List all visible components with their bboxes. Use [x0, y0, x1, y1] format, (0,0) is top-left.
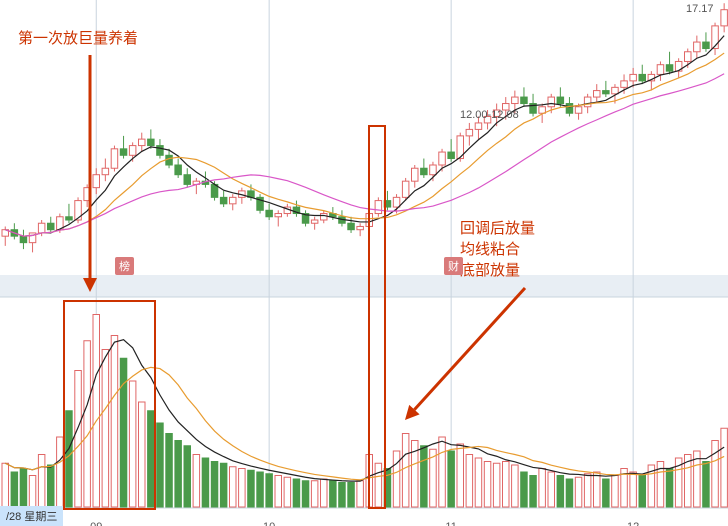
- arrow-arrow1: [83, 55, 97, 292]
- x-tick-label: 12: [627, 521, 639, 526]
- annotation-ann1: 第一次放巨量养着: [18, 28, 138, 49]
- x-tick-label: 10: [263, 521, 275, 526]
- chart-canvas: [0, 0, 728, 526]
- x-tick-label: 09: [90, 521, 102, 526]
- x-tick-label: 11: [445, 521, 456, 526]
- badge-badge1: 榜: [115, 257, 134, 275]
- badge-badge2: 财: [444, 257, 463, 275]
- annotation-yval: 17.17: [686, 2, 714, 17]
- arrow-arrow2: [405, 288, 525, 420]
- date-label: /28 星期三: [0, 506, 63, 526]
- annotation-price_lbl: 12.00-12.08: [460, 108, 519, 123]
- stock-chart-root: /28 星期三 09 10 11 12 第一次放巨量养着回调后放量 均线粘合 底部放量…: [0, 0, 728, 526]
- annotation-ann2: 回调后放量 均线粘合 底部放量: [460, 218, 535, 281]
